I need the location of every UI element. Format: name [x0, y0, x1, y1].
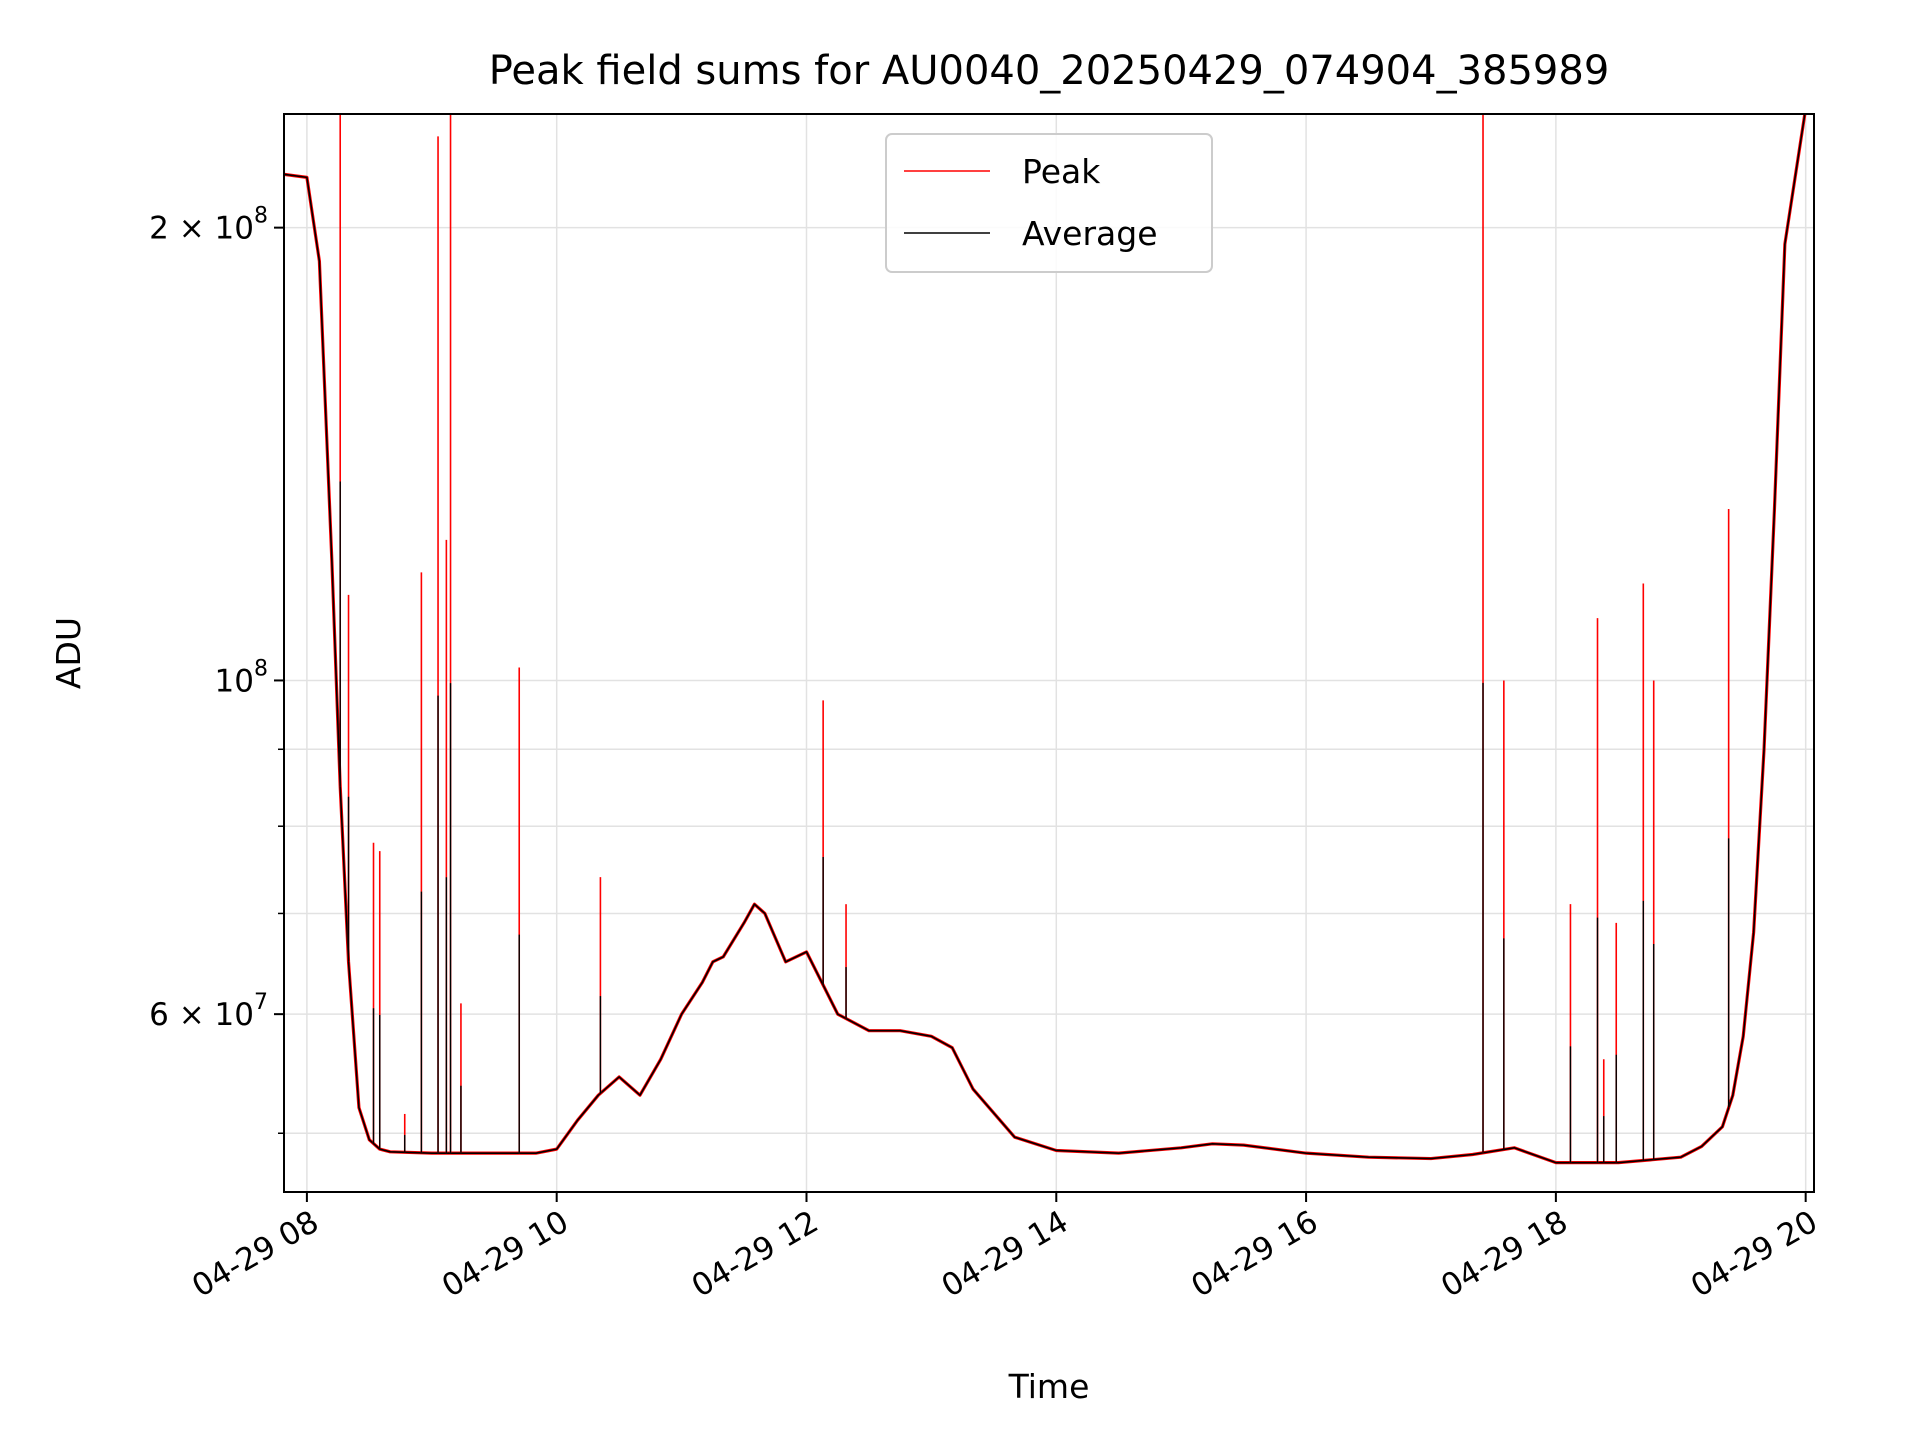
- legend-label-average: Average: [1022, 214, 1158, 253]
- grid: [284, 114, 1814, 1192]
- y-tick-label-exponent: 8: [254, 204, 268, 229]
- x-axis-label: Time: [1008, 1367, 1090, 1406]
- plot-frame: [283, 113, 1815, 1193]
- x-tick-label: 04-29 10: [436, 1204, 575, 1305]
- chart-title: Peak field sums for AU0040_20250429_0749…: [489, 48, 1610, 94]
- x-tick-label: 04-29 16: [1185, 1204, 1324, 1305]
- y-tick-label: 6 × 107: [149, 990, 268, 1033]
- average-series-line: [284, 114, 1806, 1164]
- y-tick-label-base: 2 × 10: [149, 211, 254, 247]
- x-tick-label: 04-29 20: [1685, 1204, 1824, 1305]
- y-axis-label: ADU: [49, 617, 88, 689]
- y-tick-label-base: 6 × 10: [149, 997, 254, 1033]
- legend-label-peak: Peak: [1022, 152, 1101, 191]
- x-tick-label: 04-29 18: [1435, 1204, 1574, 1305]
- x-tick-label: 04-29 12: [686, 1204, 825, 1305]
- axis-ticks: 04-29 08 04-29 10 04-29 12 04-29 14 04-29 16…: [149, 204, 1824, 1305]
- x-tick-label: 04-29 14: [936, 1204, 1075, 1305]
- x-tick-label: 04-29 08: [186, 1204, 325, 1305]
- legend-box: [885, 133, 1213, 273]
- y-tick-label-base: 10: [215, 663, 254, 699]
- y-tick-label-exponent: 8: [254, 656, 268, 681]
- y-tick-label-exponent: 7: [254, 990, 268, 1015]
- series-group: [284, 114, 1807, 1165]
- series-layer: [284, 114, 1807, 1165]
- y-tick-label: 108: [215, 656, 268, 699]
- y-tick-label: 2 × 108: [149, 204, 268, 247]
- legend: Peak Average: [885, 133, 1213, 273]
